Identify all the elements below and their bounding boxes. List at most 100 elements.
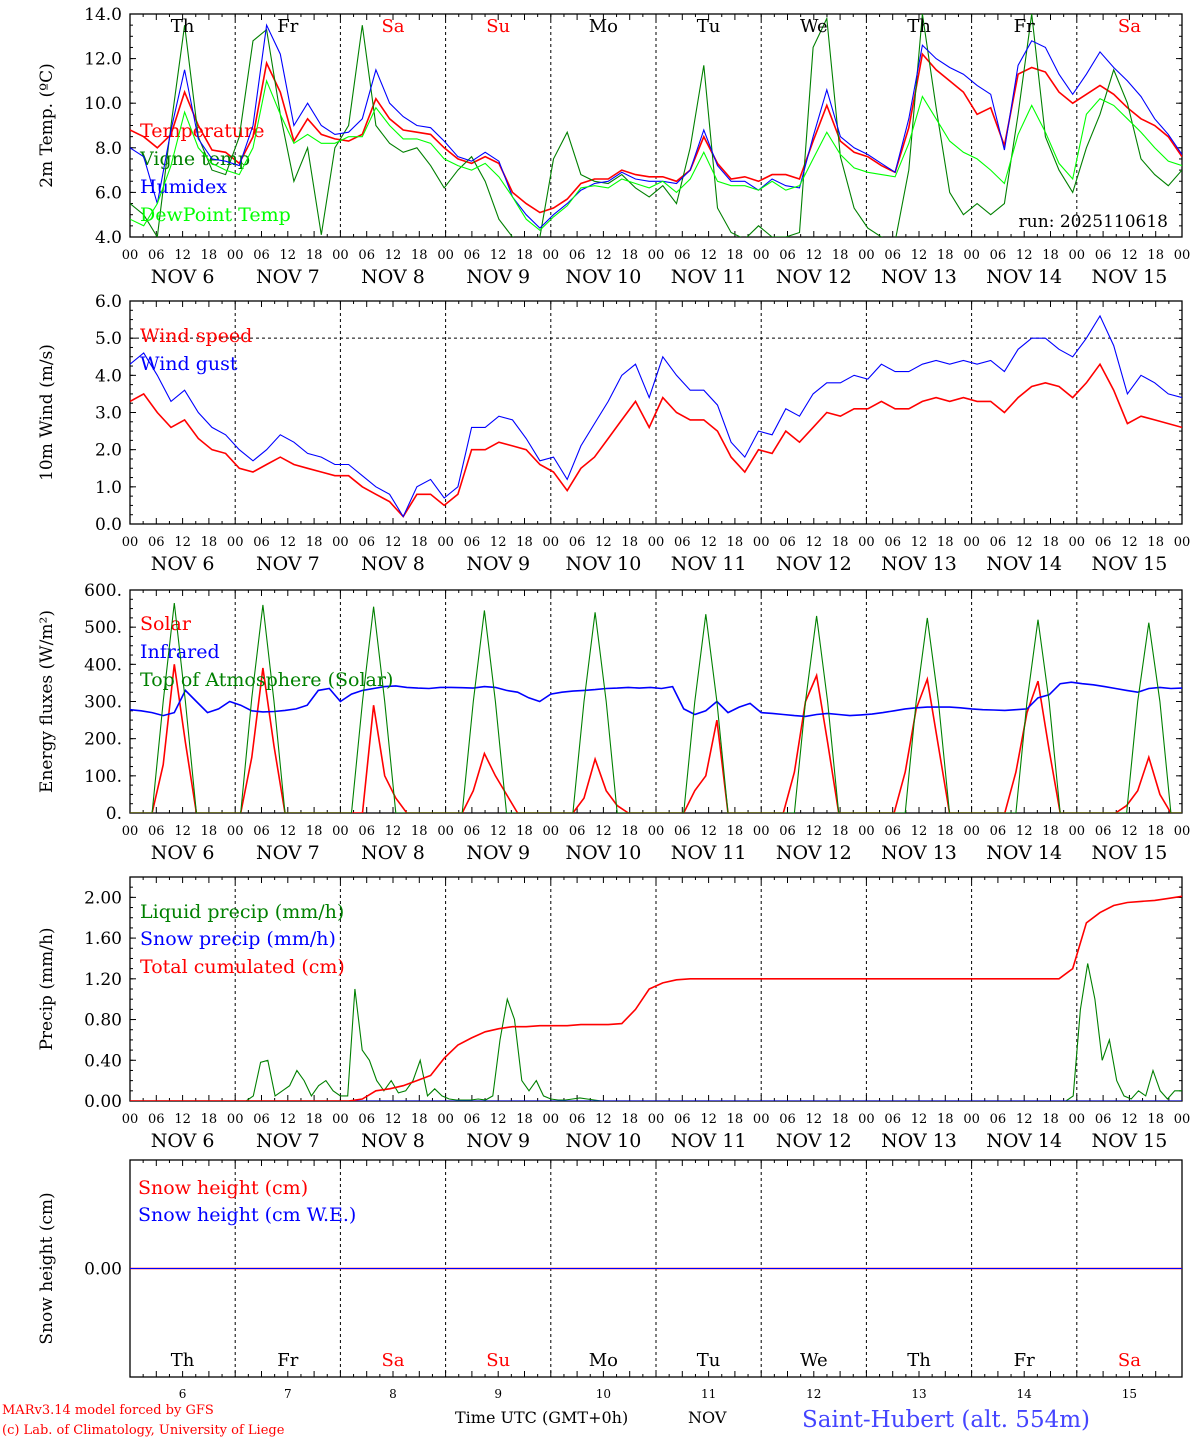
energy-hour-label: 12 [385,824,402,839]
temperature-hour-label: 18 [516,248,533,263]
temperature-day-label: NOV 15 [1091,266,1167,288]
wind-series-wind-gust [130,314,1182,518]
precip-hour-label: 06 [253,1112,270,1127]
precip-hour-label: 12 [911,1112,928,1127]
snow-day-name: Th [907,1350,931,1371]
precip-hour-label: 12 [1121,1112,1138,1127]
wind-ytick-label: 5.0 [95,329,122,349]
energy-hour-label: 12 [700,824,717,839]
energy-day-label: NOV 14 [986,842,1062,864]
temperature-hour-label: 18 [411,248,428,263]
temperature-day-name: Tu [697,16,721,37]
energy-hour-label: 00 [648,824,665,839]
temperature-day-label: NOV 6 [151,266,215,288]
station-label: Saint-Hubert (alt. 554m) [802,1407,1090,1433]
energy-hour-label: 12 [174,824,191,839]
energy-day-label: NOV 9 [466,842,530,864]
wind-hour-label: 18 [516,535,533,550]
energy-day-label: NOV 10 [565,842,641,864]
precip-hour-label: 12 [490,1112,507,1127]
energy-hour-label: 18 [727,824,744,839]
precip-legend-liquid-precip-mm-h-: Liquid precip (mm/h) [140,901,344,923]
precip-hour-label: 00 [122,1112,139,1127]
wind-day-label: NOV 7 [256,553,320,575]
temperature-hour-label: 06 [990,248,1007,263]
panel-temperature: 4.0 6.0 8.0 10.0 12.0 14.0 2m Temp. (ºC) Temper… [37,5,1190,288]
energy-hour-label: 18 [516,824,533,839]
energy-day-label: NOV 6 [151,842,215,864]
energy-hour-label: 06 [253,824,270,839]
wind-hour-label: 18 [411,535,428,550]
snow-day-name: We [800,1350,828,1371]
wind-hour-label: 12 [700,535,717,550]
temperature-day-name: Fr [277,16,298,37]
wind-ytick-label: 2.0 [95,441,122,461]
snow-day-number: 6 [179,1387,187,1401]
snow-ylabel: Snow height (cm) [37,1192,57,1344]
precip-day-label: NOV 7 [256,1130,320,1152]
temperature-day-name: We [800,16,828,37]
temperature-day-label: NOV 12 [776,266,852,288]
wind-hour-label: 18 [937,535,954,550]
energy-hour-label: 12 [1121,824,1138,839]
panel-precip: 0.00 0.40 0.80 1.20 1.60 2.00 Precip (mm/h) Liq… [37,876,1190,1152]
energy-hour-label: 12 [490,824,507,839]
wind-hour-label: 00 [1069,535,1086,550]
temperature-hour-label: 00 [437,248,454,263]
temperature-legend-vigne-temp: Vigne temp [139,148,250,170]
snow-day-name: Mo [589,1350,618,1371]
precip-hour-label: 00 [1069,1112,1086,1127]
precip-hour-label: 18 [832,1112,849,1127]
precip-hour-label: 06 [464,1112,481,1127]
energy-ylabel: Energy fluxes (W/m²) [37,610,57,793]
temperature-hour-label: 06 [779,248,796,263]
footer-time-label: Time UTC (GMT+0h) [455,1408,628,1427]
wind-hour-label: 12 [490,535,507,550]
snow-day-number: 13 [911,1387,926,1401]
wind-day-label: NOV 11 [671,553,747,575]
precip-ytick-label: 1.60 [84,929,122,949]
energy-hour-label: 18 [937,824,954,839]
energy-hour-label: 18 [621,824,638,839]
precip-hour-label: 18 [411,1112,428,1127]
wind-hour-label: 00 [753,535,770,550]
wind-ytick-label: 4.0 [95,366,122,386]
energy-hour-label: 00 [543,824,560,839]
temperature-hour-label: 00 [753,248,770,263]
temperature-hour-label: 18 [621,248,638,263]
temperature-hour-label: 06 [358,248,375,263]
temperature-series-dewpoint-temp [130,79,1182,232]
wind-hour-label: 06 [779,535,796,550]
energy-hour-label: 06 [569,824,586,839]
temperature-hour-label: 12 [595,248,612,263]
energy-ytick-label: 600. [84,581,122,601]
energy-hour-label: 06 [148,824,165,839]
temperature-hour-label: 00 [648,248,665,263]
snow-day-name: Th [171,1350,195,1371]
energy-day-label: NOV 7 [256,842,320,864]
wind-hour-label: 12 [1016,535,1033,550]
energy-hour-label: 00 [963,824,980,839]
energy-hour-label: 00 [858,824,875,839]
wind-hour-label: 06 [884,535,901,550]
energy-hour-label: 18 [1042,824,1059,839]
precip-ytick-label: 0.00 [84,1092,122,1112]
energy-hour-label: 00 [437,824,454,839]
wind-hour-label: 06 [464,535,481,550]
precip-hour-label: 00 [227,1112,244,1127]
temperature-run-label: run: 2025110618 [1019,212,1168,232]
precip-day-label: NOV 8 [361,1130,425,1152]
temperature-hour-label: 12 [385,248,402,263]
energy-hour-label: 18 [832,824,849,839]
energy-hour-label: 18 [306,824,323,839]
energy-hour-label: 06 [779,824,796,839]
energy-hour-label: 00 [1174,824,1191,839]
precip-hour-label: 12 [1016,1112,1033,1127]
temperature-hour-label: 00 [1174,248,1191,263]
wind-ytick-label: 0.0 [95,515,122,535]
wind-ytick-label: 3.0 [95,404,122,424]
precip-day-label: NOV 12 [776,1130,852,1152]
energy-series-solar [130,664,1182,813]
energy-hour-label: 00 [227,824,244,839]
temperature-day-name: Th [171,16,195,37]
